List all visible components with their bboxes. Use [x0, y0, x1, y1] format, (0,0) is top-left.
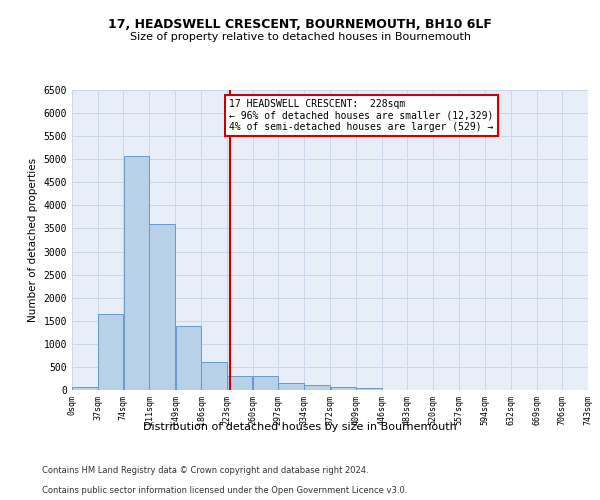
Bar: [356, 388, 382, 390]
Bar: [253, 376, 278, 390]
Bar: [227, 376, 253, 390]
Text: Size of property relative to detached houses in Bournemouth: Size of property relative to detached ho…: [130, 32, 470, 42]
Bar: [72, 386, 98, 390]
Bar: [331, 386, 356, 390]
Bar: [176, 326, 201, 390]
Bar: [98, 314, 123, 390]
Text: Contains HM Land Registry data © Crown copyright and database right 2024.: Contains HM Land Registry data © Crown c…: [42, 466, 368, 475]
Text: Distribution of detached houses by size in Bournemouth: Distribution of detached houses by size …: [143, 422, 457, 432]
Bar: [124, 156, 149, 390]
Bar: [149, 224, 175, 390]
Bar: [304, 386, 330, 390]
Y-axis label: Number of detached properties: Number of detached properties: [28, 158, 38, 322]
Text: Contains public sector information licensed under the Open Government Licence v3: Contains public sector information licen…: [42, 486, 407, 495]
Text: 17, HEADSWELL CRESCENT, BOURNEMOUTH, BH10 6LF: 17, HEADSWELL CRESCENT, BOURNEMOUTH, BH1…: [108, 18, 492, 30]
Bar: [202, 362, 227, 390]
Bar: [278, 383, 304, 390]
Text: 17 HEADSWELL CRESCENT:  228sqm
← 96% of detached houses are smaller (12,329)
4% : 17 HEADSWELL CRESCENT: 228sqm ← 96% of d…: [229, 99, 494, 132]
